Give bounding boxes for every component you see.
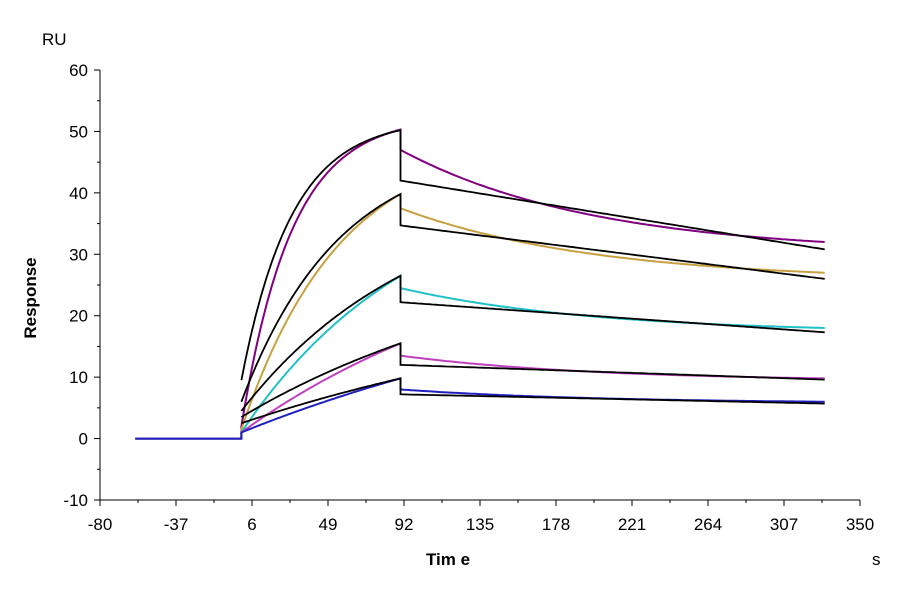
y-tick-label: -10 <box>63 491 88 510</box>
y-tick-label: 30 <box>69 245 88 264</box>
x-tick-label: 350 <box>846 515 874 534</box>
fit-curve-1 <box>240 129 825 381</box>
fit-curve-3 <box>240 274 825 412</box>
x-axis-title: Tim e <box>426 550 470 569</box>
x-tick-label: 49 <box>319 515 338 534</box>
fit-curve-2 <box>240 192 825 403</box>
y-ticks: -10 0 10 20 30 40 50 60 <box>63 61 100 510</box>
series-layer <box>135 128 825 440</box>
y-tick-label: 20 <box>69 307 88 326</box>
y-tick-label: 10 <box>69 368 88 387</box>
fit-curve-4 <box>240 342 825 418</box>
y-tick-label: 60 <box>69 61 88 80</box>
sensorgram-series-1 <box>135 128 825 440</box>
x-tick-label: 92 <box>395 515 414 534</box>
axes <box>99 70 860 501</box>
y-tick-label: 40 <box>69 184 88 203</box>
fits-layer <box>240 129 825 425</box>
sensorgram-series-4 <box>135 341 825 440</box>
fit-curve-5 <box>241 377 825 425</box>
y-unit-label: RU <box>42 30 67 49</box>
x-tick-label: 6 <box>247 515 256 534</box>
x-tick-label: 307 <box>770 515 798 534</box>
x-tick-label: -80 <box>88 515 113 534</box>
y-axis-title: Response <box>21 257 40 338</box>
y-tick-label: 50 <box>69 122 88 141</box>
sensorgram-series-3 <box>135 274 825 440</box>
x-tick-label: 264 <box>694 515 722 534</box>
x-tick-label: 221 <box>618 515 646 534</box>
x-tick-label: -37 <box>164 515 189 534</box>
x-tick-label: 178 <box>542 515 570 534</box>
x-tick-label: 135 <box>466 515 494 534</box>
x-unit-label: s <box>872 550 881 569</box>
x-ticks: -80 -37 6 49 92 135 178 221 264 307 350 <box>88 500 874 534</box>
y-tick-label: 0 <box>79 430 88 449</box>
sensorgram-series-5 <box>135 377 825 440</box>
